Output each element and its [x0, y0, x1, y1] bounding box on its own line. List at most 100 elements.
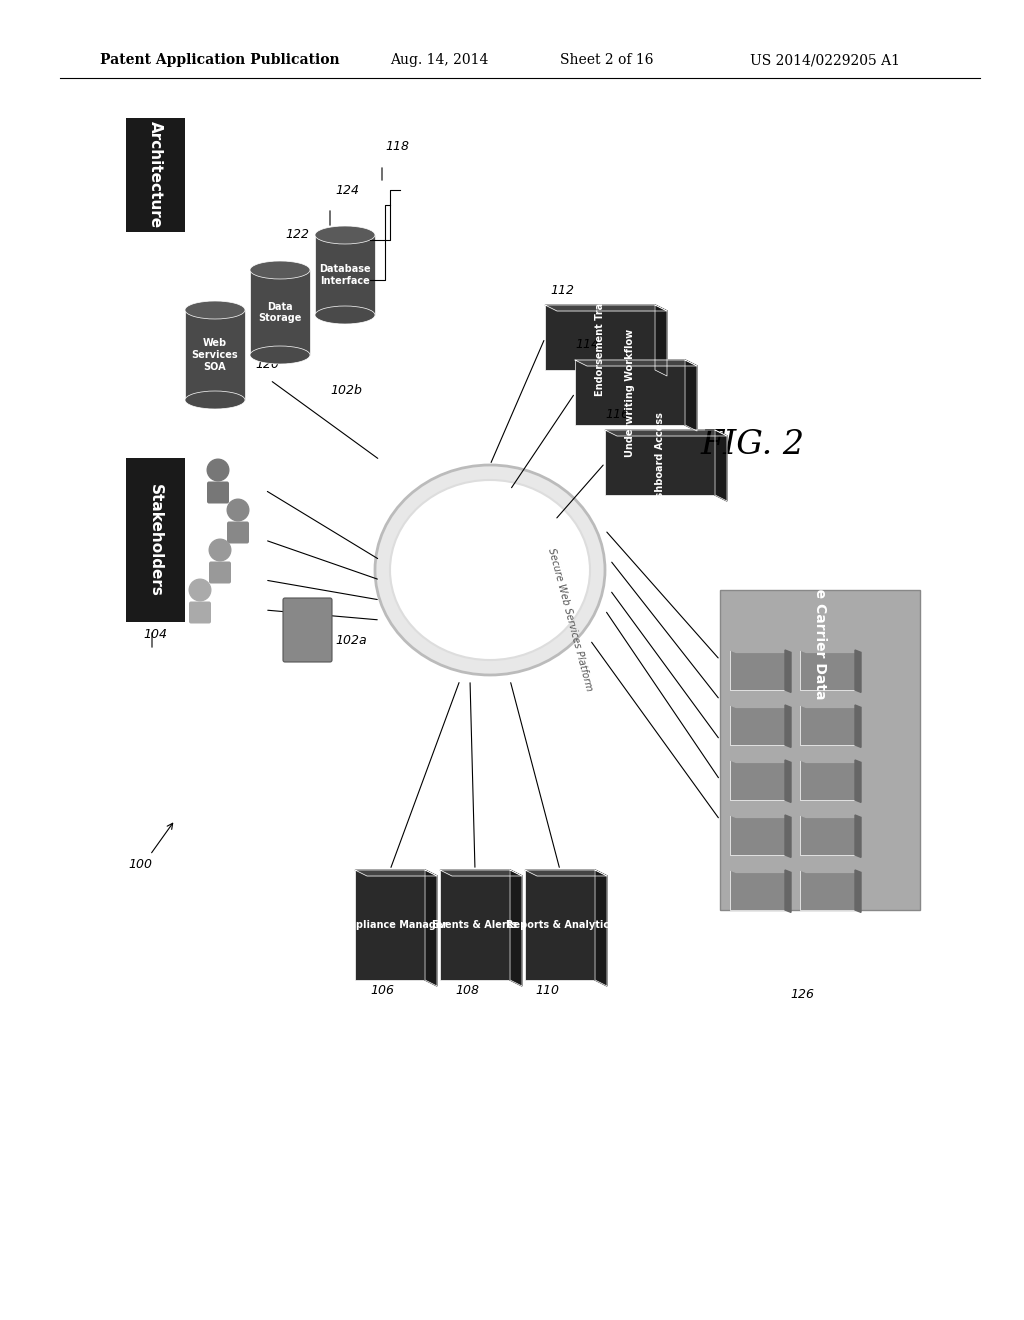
FancyBboxPatch shape [283, 598, 332, 663]
Polygon shape [730, 870, 791, 873]
Circle shape [207, 459, 228, 480]
Text: 126: 126 [790, 989, 814, 1002]
Ellipse shape [375, 465, 605, 675]
FancyBboxPatch shape [720, 590, 920, 909]
Text: 100: 100 [128, 858, 152, 871]
FancyBboxPatch shape [800, 649, 855, 690]
Polygon shape [785, 760, 791, 803]
FancyBboxPatch shape [575, 360, 685, 425]
Text: FIG. 2: FIG. 2 [700, 429, 804, 461]
Text: US 2014/0229205 A1: US 2014/0229205 A1 [750, 53, 900, 67]
Text: 124: 124 [335, 183, 359, 197]
Text: 120: 120 [255, 359, 279, 371]
Polygon shape [800, 760, 861, 763]
Text: 110: 110 [535, 983, 559, 997]
Polygon shape [730, 760, 791, 763]
FancyBboxPatch shape [800, 705, 855, 744]
Polygon shape [655, 305, 667, 376]
FancyBboxPatch shape [250, 271, 310, 355]
Text: Stakeholders: Stakeholders [147, 483, 163, 597]
Text: Endorsement Tracker: Endorsement Tracker [595, 279, 605, 396]
Ellipse shape [250, 261, 310, 279]
Text: Database
Interface: Database Interface [319, 264, 371, 286]
Circle shape [227, 499, 249, 521]
Polygon shape [510, 870, 522, 986]
Ellipse shape [250, 346, 310, 364]
Text: 118: 118 [385, 140, 409, 153]
Circle shape [209, 539, 230, 561]
FancyBboxPatch shape [730, 705, 785, 744]
Polygon shape [785, 870, 791, 912]
Text: Web
Services
SOA: Web Services SOA [191, 338, 239, 372]
Polygon shape [595, 870, 607, 986]
FancyBboxPatch shape [800, 814, 855, 855]
Text: 112: 112 [550, 284, 574, 297]
Polygon shape [785, 649, 791, 693]
Polygon shape [575, 360, 697, 366]
Polygon shape [855, 649, 861, 693]
Polygon shape [800, 870, 861, 873]
Text: 108: 108 [455, 983, 479, 997]
FancyBboxPatch shape [189, 602, 211, 623]
FancyBboxPatch shape [207, 482, 229, 503]
FancyBboxPatch shape [800, 760, 855, 800]
Text: Data
Storage: Data Storage [258, 302, 302, 323]
Polygon shape [425, 870, 437, 986]
Text: Sheet 2 of 16: Sheet 2 of 16 [560, 53, 653, 67]
Text: Patent Application Publication: Patent Application Publication [100, 53, 340, 67]
FancyBboxPatch shape [730, 760, 785, 800]
Polygon shape [800, 705, 861, 708]
FancyBboxPatch shape [730, 649, 785, 690]
Polygon shape [800, 649, 861, 652]
Polygon shape [730, 814, 791, 817]
FancyBboxPatch shape [440, 870, 510, 979]
Text: 122: 122 [285, 228, 309, 242]
Polygon shape [855, 705, 861, 747]
Text: 104: 104 [143, 628, 167, 642]
Text: Architecture: Architecture [147, 121, 163, 228]
FancyBboxPatch shape [730, 870, 785, 909]
Ellipse shape [185, 391, 245, 409]
Text: 114: 114 [575, 338, 599, 351]
Text: 106: 106 [370, 983, 394, 997]
Polygon shape [855, 814, 861, 858]
Polygon shape [855, 870, 861, 912]
Circle shape [189, 579, 211, 601]
Ellipse shape [315, 306, 375, 323]
Polygon shape [545, 305, 667, 312]
Ellipse shape [390, 480, 590, 660]
Polygon shape [785, 705, 791, 747]
Text: Compliance Manager: Compliance Manager [333, 920, 447, 931]
Polygon shape [855, 760, 861, 803]
Text: 102a: 102a [335, 634, 367, 647]
Text: Reports & Analytics: Reports & Analytics [506, 920, 614, 931]
FancyBboxPatch shape [227, 521, 249, 544]
FancyBboxPatch shape [126, 458, 185, 622]
FancyBboxPatch shape [545, 305, 655, 370]
Text: Insurance Carrier Data: Insurance Carrier Data [813, 521, 827, 700]
Polygon shape [730, 705, 791, 708]
FancyBboxPatch shape [800, 870, 855, 909]
Ellipse shape [315, 226, 375, 244]
Text: 102b: 102b [330, 384, 361, 396]
Text: Aug. 14, 2014: Aug. 14, 2014 [390, 53, 488, 67]
Polygon shape [785, 814, 791, 858]
Polygon shape [800, 814, 861, 817]
FancyBboxPatch shape [730, 814, 785, 855]
Polygon shape [355, 870, 437, 876]
Text: Dashboard Access: Dashboard Access [655, 413, 665, 512]
Text: Events & Alerts: Events & Alerts [432, 920, 517, 931]
Text: Secure Web Services Platform: Secure Web Services Platform [546, 548, 594, 693]
FancyBboxPatch shape [126, 117, 185, 232]
Polygon shape [685, 360, 697, 432]
Polygon shape [730, 649, 791, 652]
Text: Underwriting Workflow: Underwriting Workflow [625, 329, 635, 457]
Polygon shape [440, 870, 522, 876]
FancyBboxPatch shape [209, 561, 231, 583]
FancyBboxPatch shape [525, 870, 595, 979]
FancyBboxPatch shape [315, 235, 375, 315]
FancyBboxPatch shape [355, 870, 425, 979]
FancyBboxPatch shape [185, 310, 245, 400]
Ellipse shape [185, 301, 245, 319]
Polygon shape [525, 870, 607, 876]
